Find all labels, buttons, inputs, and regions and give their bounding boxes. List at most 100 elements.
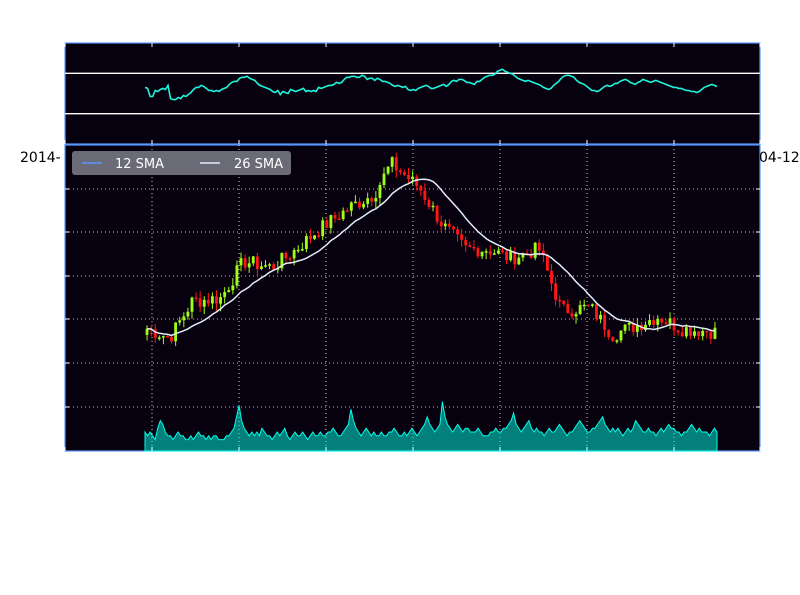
candle-body (333, 215, 337, 219)
candlesticks (145, 152, 717, 346)
candle-body (190, 297, 194, 312)
candle-body (341, 210, 345, 220)
candle-body (292, 250, 296, 259)
candle-body (570, 313, 574, 317)
candle-body (505, 251, 509, 261)
candle-body (284, 252, 288, 259)
candle-body (219, 297, 223, 304)
sma-26-line (146, 178, 716, 337)
legend: 12 SMA 26 SMA (72, 151, 291, 175)
candle-body (656, 318, 660, 325)
candle-body (517, 257, 521, 265)
candle-body (353, 201, 357, 204)
candle-body (415, 176, 419, 187)
candle-body (170, 336, 173, 342)
candle-body (329, 215, 333, 228)
candle-body (484, 251, 488, 253)
candle-body (403, 172, 406, 175)
candle-body (648, 320, 652, 325)
candle-body (509, 251, 513, 261)
candle-body (631, 322, 635, 332)
candle-body (501, 250, 504, 252)
candle-body (705, 330, 709, 333)
candle-body (161, 336, 165, 338)
rsi-ticks (64, 43, 761, 144)
price-grid (65, 145, 760, 451)
candle-body (153, 329, 157, 338)
candle-body (386, 166, 390, 174)
candle-body (590, 304, 594, 306)
candle-body (439, 221, 443, 227)
candle-body (247, 263, 251, 268)
x-tick-label-right: 04-12 (759, 150, 800, 166)
candle-body (623, 324, 627, 331)
volume-area (144, 401, 718, 452)
candle-body (260, 266, 263, 270)
candle-body (309, 236, 312, 239)
candle-body (427, 199, 431, 207)
candle-body (268, 264, 272, 266)
candle-body (607, 329, 611, 337)
candle-body (374, 197, 378, 202)
candle-body (378, 185, 382, 198)
candle-body (464, 239, 468, 246)
candle-body (496, 250, 500, 254)
candle-body (210, 296, 214, 304)
candle-body (701, 330, 705, 337)
candle-body (713, 327, 717, 339)
candle-body (435, 205, 439, 222)
candle-body (251, 256, 255, 264)
candle-body (660, 318, 664, 323)
candle-body (227, 290, 231, 293)
candle-body (709, 332, 713, 339)
candle-body (574, 313, 578, 317)
candle-body (239, 258, 243, 266)
candle-body (615, 340, 619, 342)
candle-body (198, 298, 202, 307)
candle-body (684, 327, 688, 337)
candle-body (680, 332, 684, 337)
candle-body (349, 202, 353, 211)
candle-body (537, 242, 541, 251)
candle-body (390, 157, 394, 167)
candle-body (313, 235, 316, 239)
candle-body (345, 210, 349, 213)
candle-body (272, 264, 276, 270)
rsi-panel (64, 42, 761, 145)
candle-body (411, 176, 415, 180)
candle-body (697, 331, 701, 337)
price-panel: 12 SMA 26 SMA (64, 144, 761, 452)
candle-body (166, 336, 169, 338)
candle-body (676, 330, 680, 333)
candle-body (431, 205, 435, 208)
candle-body (529, 253, 533, 258)
candle-body (194, 297, 198, 300)
candle-body (362, 203, 366, 208)
candle-body (186, 311, 190, 317)
candle-body (652, 320, 656, 325)
candle-body (202, 299, 206, 307)
rsi-panel-background (64, 42, 761, 145)
candle-body (533, 242, 537, 258)
candle-body (472, 246, 476, 249)
candle-body (423, 190, 427, 200)
candle-body (513, 251, 517, 265)
candle-body (578, 305, 582, 314)
candle-body (619, 330, 623, 341)
candle-body (582, 304, 586, 307)
candle-body (182, 316, 186, 321)
legend-label-26-sma: 26 SMA (234, 157, 283, 172)
candle-body (664, 322, 668, 324)
legend-background (72, 151, 291, 175)
candle-body (635, 324, 639, 332)
candle-body (366, 198, 370, 204)
candle-body (398, 170, 402, 173)
candle-body (235, 265, 239, 286)
candle-body (550, 270, 553, 284)
candle-body (447, 223, 451, 227)
candle-body (460, 234, 464, 240)
candle-body (541, 250, 545, 256)
candle-body (174, 322, 178, 342)
candle-body (521, 252, 525, 258)
